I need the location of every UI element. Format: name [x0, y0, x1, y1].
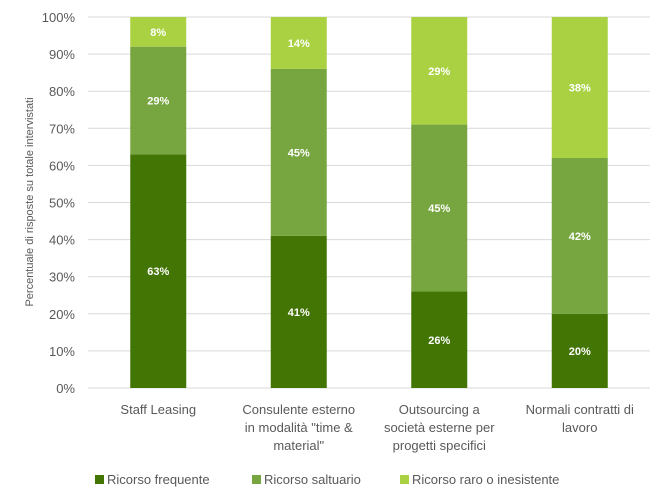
y-axis-label: Percentuale di risposte su totale interv… — [24, 97, 36, 306]
data-label: 42% — [569, 231, 591, 243]
y-tick-label: 40% — [49, 233, 75, 248]
data-label: 41% — [288, 307, 310, 319]
y-tick-label: 70% — [49, 121, 75, 136]
x-category-label: Normali contratti di lavoro — [526, 402, 634, 435]
data-label: 8% — [150, 27, 166, 39]
bar-segment — [130, 46, 187, 155]
y-tick-label: 80% — [49, 84, 75, 99]
data-label: 45% — [428, 203, 450, 215]
data-label: 63% — [147, 266, 169, 278]
x-category-label: Consulente esterno in modalità "time & mat… — [242, 402, 355, 453]
data-label: 29% — [147, 95, 169, 107]
bar-segment — [551, 17, 608, 158]
x-category-label: Staff Leasing — [120, 402, 196, 417]
x-category-label: Outsourcing a società esterne per progetti… — [384, 402, 495, 453]
y-tick-label: 90% — [49, 47, 75, 62]
y-tick-label: 60% — [49, 158, 75, 173]
legend-label: Ricorso saltuario — [264, 472, 361, 487]
bar-segment — [130, 154, 187, 388]
bars: 63% 29% 8% 41% 45% 14% 26% 45% 29% 20% 42% 38% — [130, 17, 608, 388]
y-tick-label: 100% — [42, 10, 76, 25]
bar-segment — [551, 157, 608, 314]
bar-segment — [411, 124, 468, 292]
legend-label: Ricorso raro o inesistente — [412, 472, 559, 487]
data-label: 45% — [288, 147, 310, 159]
legend-swatch — [95, 475, 104, 484]
data-label: 26% — [428, 335, 450, 347]
x-axis-categories: Staff Leasing Consulente esterno in modali… — [120, 402, 634, 453]
y-axis-ticks: 0% 10% 20% 30% 40% 50% 60% 70% 80% 90% 100% — [42, 10, 76, 396]
bar-segment — [130, 17, 187, 47]
y-tick-label: 30% — [49, 270, 75, 285]
legend-swatch — [252, 475, 261, 484]
bar-segment — [270, 17, 327, 69]
y-tick-label: 50% — [49, 196, 75, 211]
data-label: 29% — [428, 66, 450, 78]
legend-label: Ricorso frequente — [107, 472, 210, 487]
data-label: 38% — [569, 82, 591, 94]
y-tick-label: 0% — [56, 381, 75, 396]
y-tick-label: 10% — [49, 344, 75, 359]
bar-segment — [411, 291, 468, 388]
data-label: 20% — [569, 346, 591, 358]
legend-swatch — [400, 475, 409, 484]
data-label: 14% — [288, 38, 310, 50]
y-tick-label: 20% — [49, 307, 75, 322]
bar-segment — [270, 235, 327, 388]
legend: Ricorso frequente Ricorso saltuario Ricors… — [95, 472, 559, 487]
bar-segment — [411, 17, 468, 125]
bar-segment — [551, 313, 608, 388]
bar-segment — [270, 68, 327, 236]
